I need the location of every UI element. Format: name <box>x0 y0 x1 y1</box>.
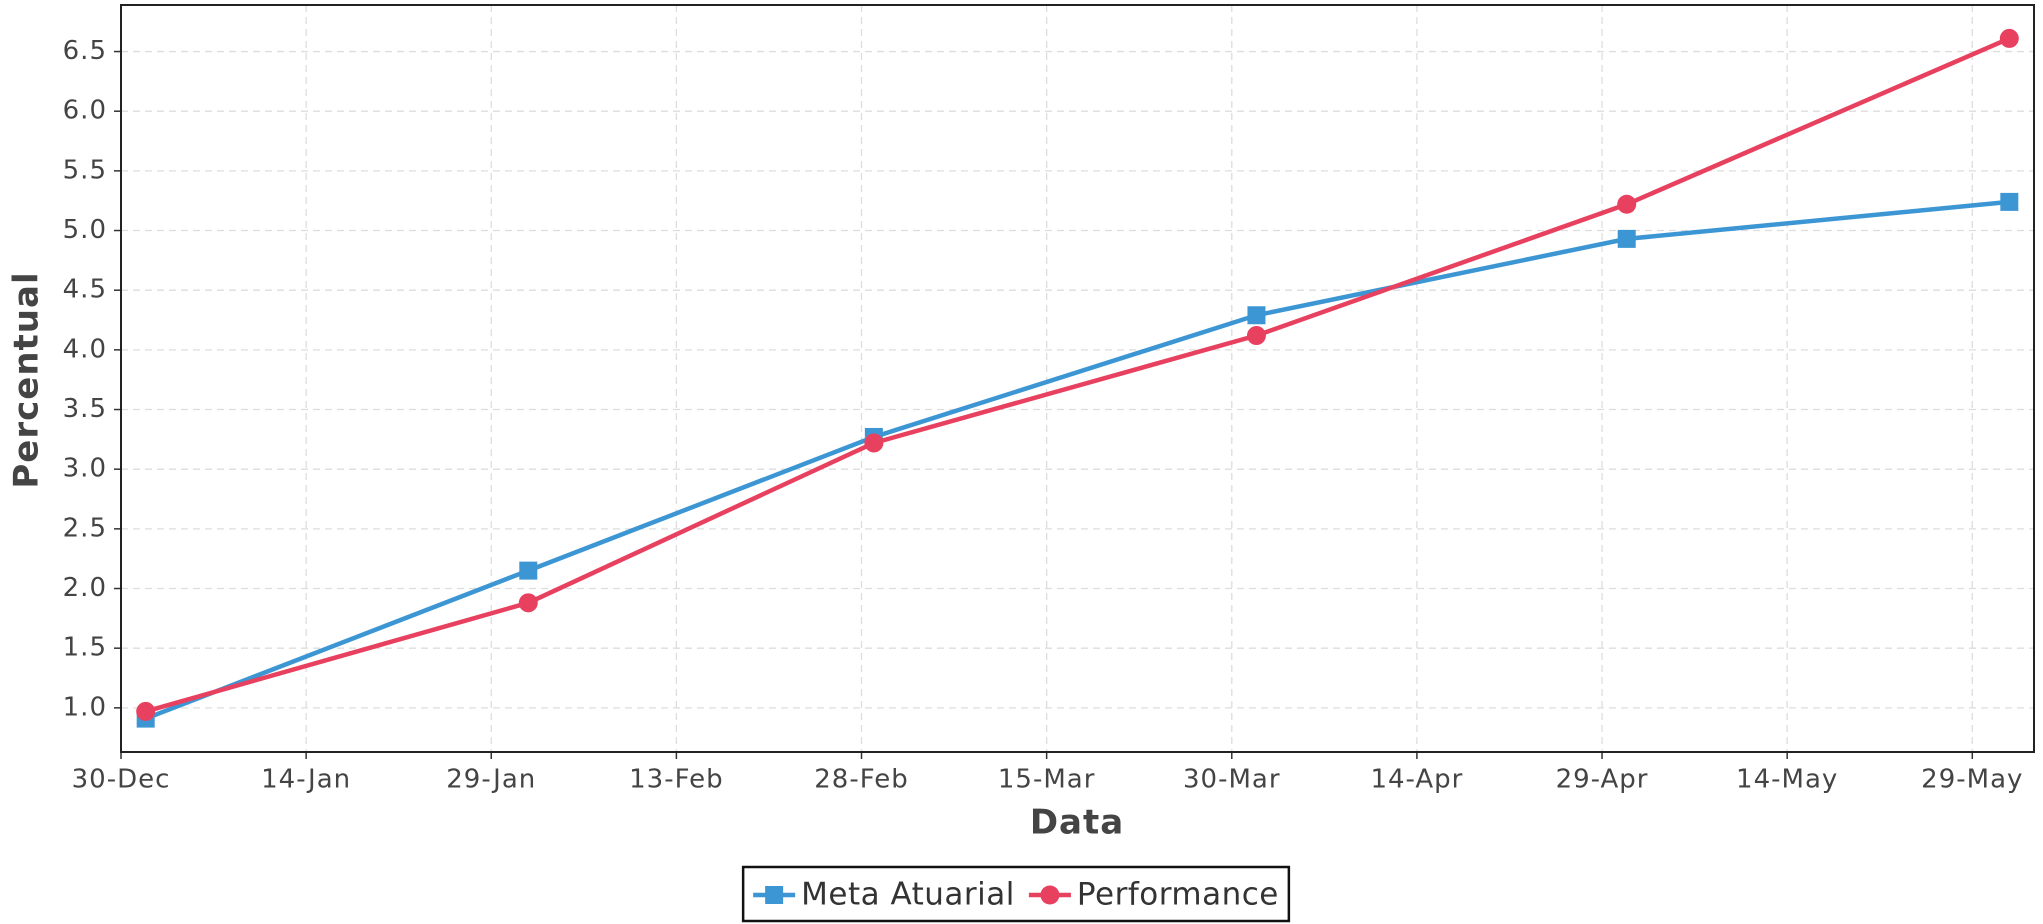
y-tick-label: 2.5 <box>63 513 107 543</box>
data-point <box>1246 326 1266 346</box>
x-tick-label: 29-Jan <box>446 765 536 795</box>
y-tick-label: 4.0 <box>63 334 107 364</box>
x-tick-label: 28-Feb <box>814 765 909 795</box>
x-tick-label: 30-Dec <box>72 765 171 795</box>
series-line <box>145 36 2011 714</box>
data-point <box>1999 28 2019 48</box>
y-tick-label: 5.5 <box>63 155 107 185</box>
x-tick-label: 14-Apr <box>1370 765 1463 795</box>
x-tick-label: 14-Jan <box>261 765 351 795</box>
y-tick-label: 6.5 <box>63 36 107 66</box>
data-point <box>136 701 156 721</box>
x-tick-label: 30-Mar <box>1183 765 1281 795</box>
x-tick-label: 15-Mar <box>998 765 1096 795</box>
x-axis-label: Data <box>1030 803 1124 843</box>
data-point <box>864 433 884 453</box>
x-tick-label: 29-May <box>1921 765 2023 795</box>
x-tick-label: 29-Apr <box>1556 765 1649 795</box>
legend-box <box>741 865 1291 923</box>
legend-label: Performance <box>1077 877 1279 913</box>
data-point <box>2000 192 2019 211</box>
x-tick-label: 14-May <box>1736 765 1838 795</box>
data-point <box>1617 229 1636 248</box>
y-tick-label: 1.0 <box>63 692 107 722</box>
data-point <box>518 593 538 613</box>
y-tick-label: 2.0 <box>63 573 107 603</box>
plot-frame <box>120 4 2035 753</box>
legend-marker <box>1040 885 1060 905</box>
y-axis-label: Percentual <box>7 271 47 488</box>
x-tick-label: 13-Feb <box>629 765 724 795</box>
data-point <box>519 561 538 580</box>
y-tick-label: 1.5 <box>63 633 107 663</box>
series-line <box>144 199 2010 721</box>
legend-label: Meta Atuarial <box>801 877 1015 913</box>
y-tick-label: 4.5 <box>63 275 107 305</box>
data-point <box>1617 194 1637 214</box>
legend-marker <box>765 886 784 904</box>
y-tick-label: 3.0 <box>63 454 107 484</box>
legend: Meta Atuarial Performance <box>741 865 1291 923</box>
y-tick-label: 3.5 <box>63 394 107 424</box>
y-tick-label: 6.0 <box>63 96 107 126</box>
y-tick-label: 5.0 <box>63 215 107 245</box>
data-point <box>1247 306 1266 325</box>
